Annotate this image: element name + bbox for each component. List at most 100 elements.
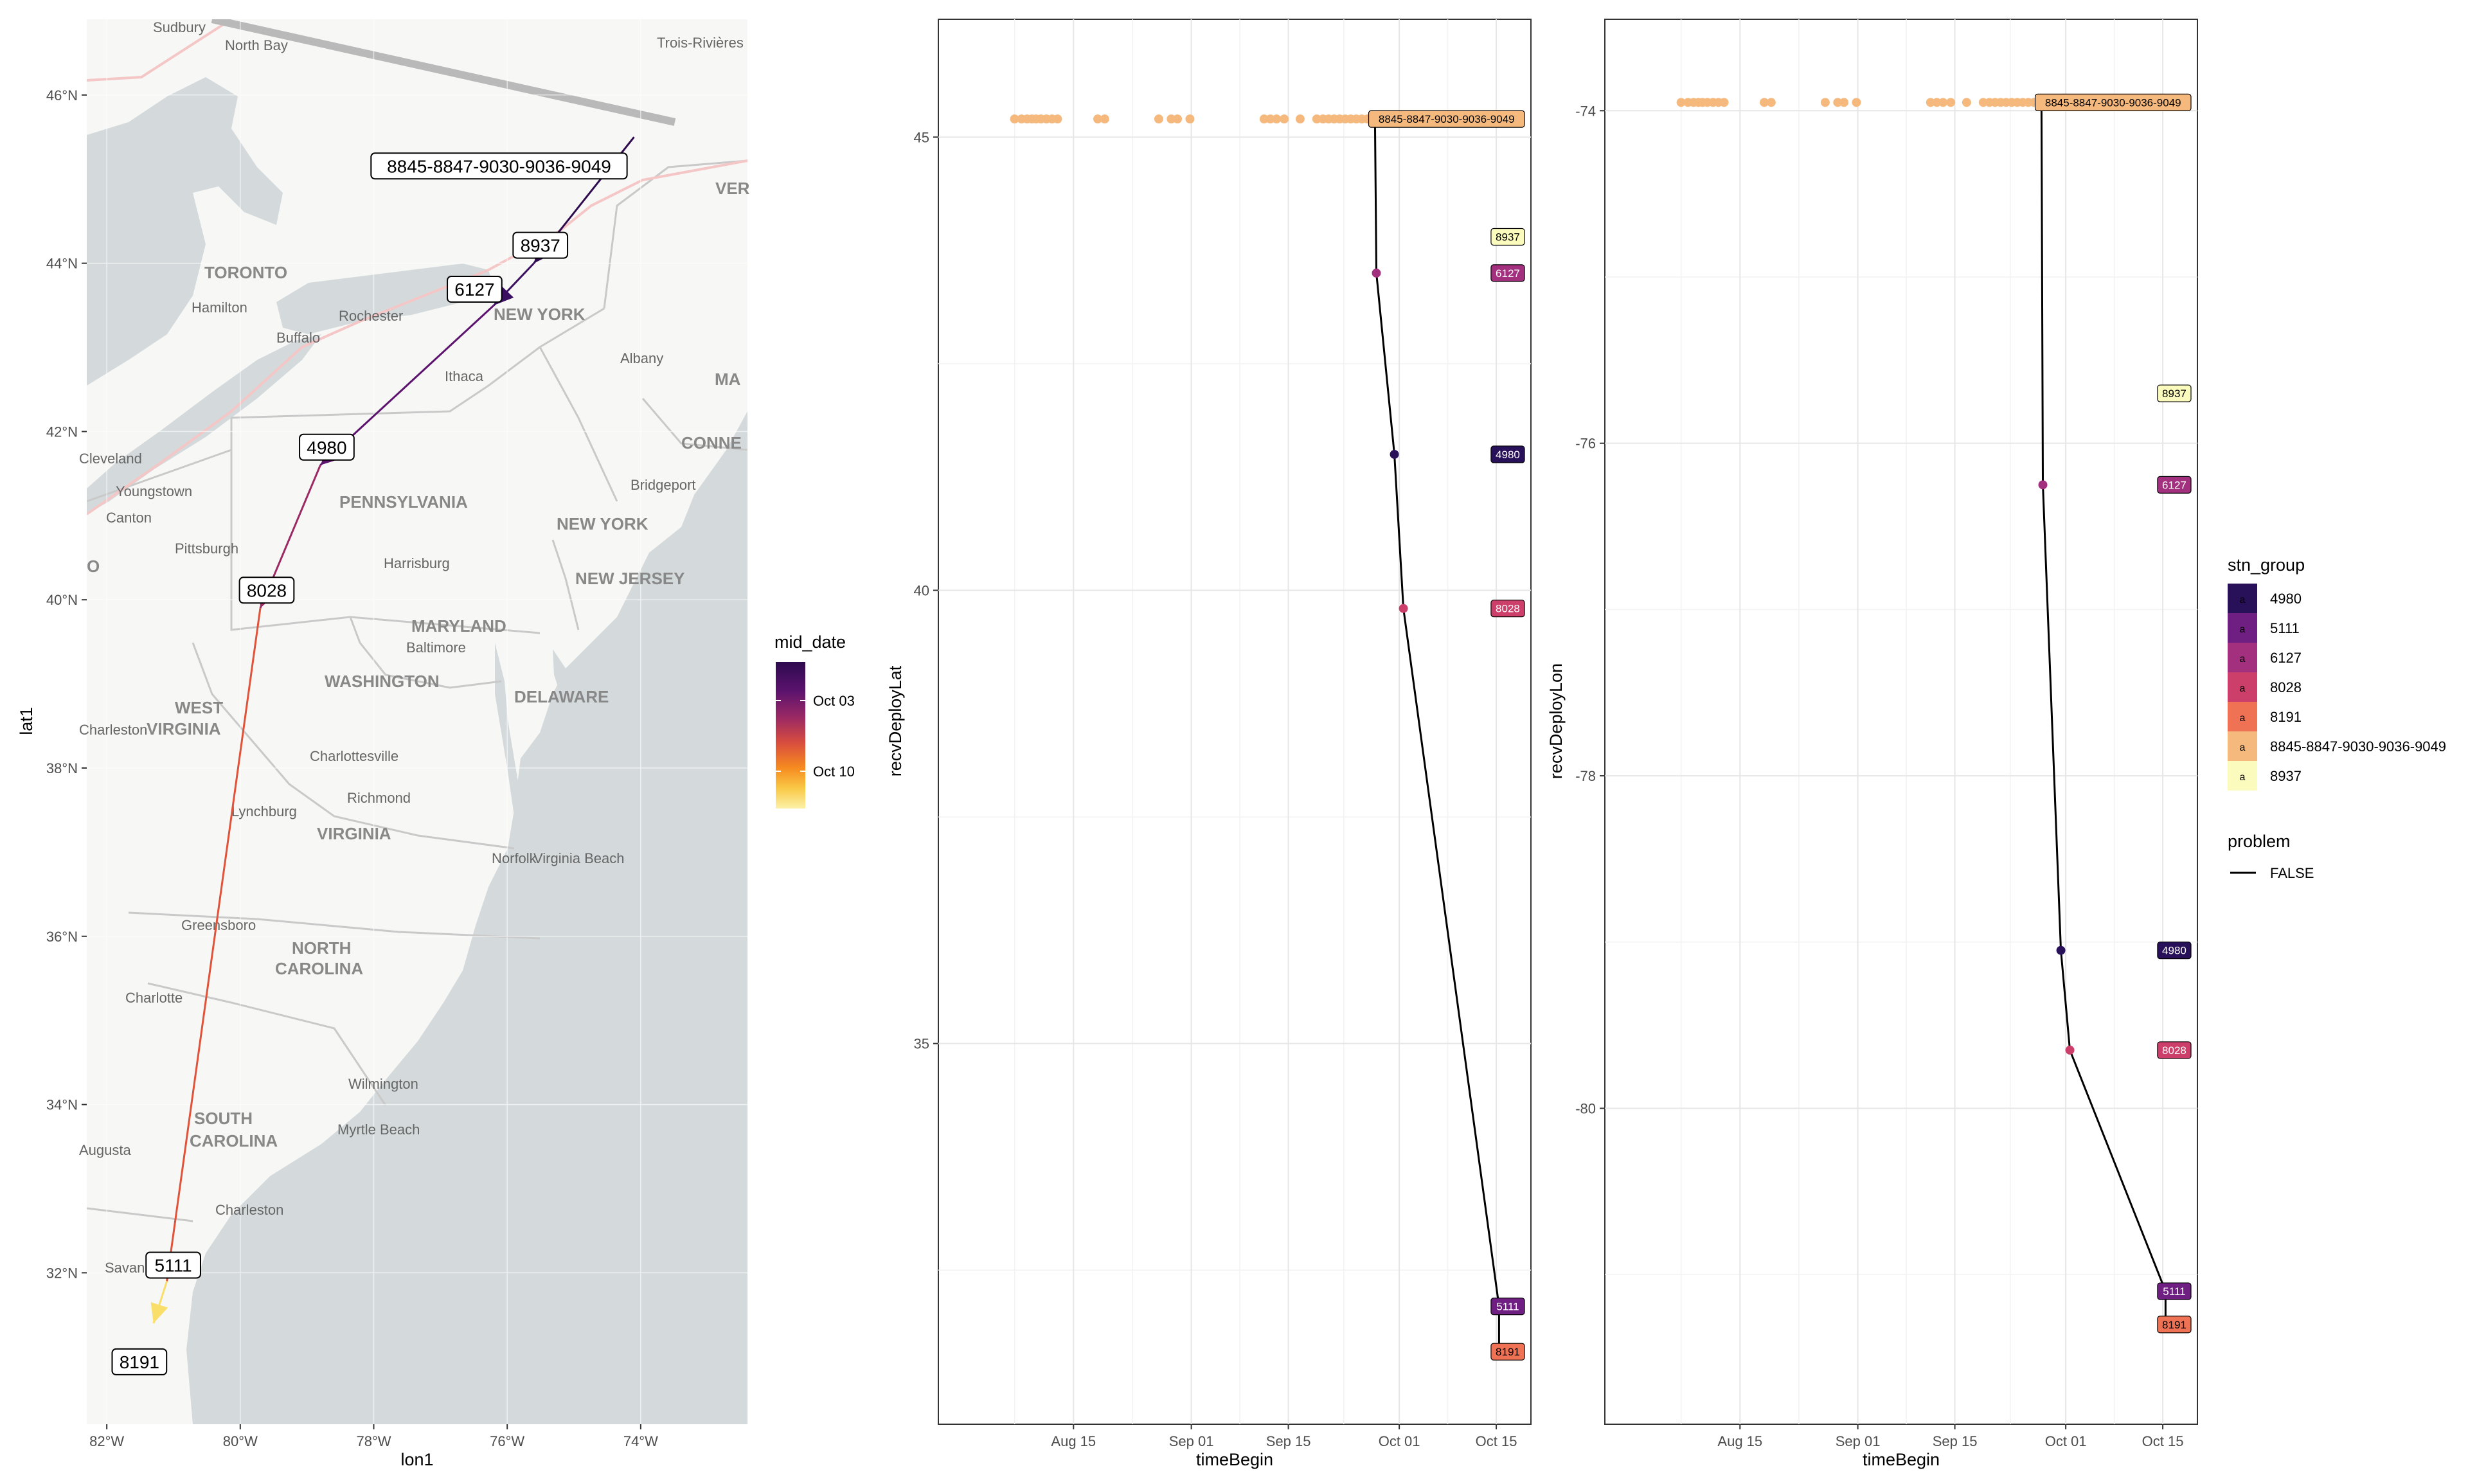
lat-series-label: 8937 xyxy=(1496,231,1520,243)
mid-date-label-oct10: Oct 10 xyxy=(813,764,855,780)
place-label: NEW YORK xyxy=(557,514,648,533)
stn-legend-key-glyph: a xyxy=(2240,594,2246,605)
map-x-tick-label: 76°W xyxy=(490,1433,524,1449)
lon-bg-point xyxy=(1676,98,1686,107)
lon-x-title: timeBegin xyxy=(1863,1450,1940,1469)
lon-path-point xyxy=(2056,945,2066,955)
stn-legend-key xyxy=(2228,702,2257,731)
route-segment xyxy=(166,608,262,1282)
lat-y-tick-label: 35 xyxy=(914,1036,929,1052)
map-x-title: lon1 xyxy=(400,1450,433,1469)
place-label: Virginia Beach xyxy=(533,850,624,866)
lon-y-tick-label: -78 xyxy=(1575,768,1596,784)
lon-series-label-box xyxy=(2157,942,2192,960)
lat-x-title: timeBegin xyxy=(1196,1450,1273,1469)
chesapeake-bay xyxy=(495,643,533,855)
lat-series-label-box xyxy=(1490,1343,1525,1361)
place-label: Albany xyxy=(620,350,663,366)
lon-series-label: 6127 xyxy=(2162,479,2186,491)
lat-bg-point xyxy=(1265,114,1275,124)
lon-path-point xyxy=(2038,480,2048,490)
lat-bg-point xyxy=(1010,114,1019,124)
lat-series-label-box xyxy=(1490,600,1525,618)
intl-border xyxy=(87,159,747,515)
lon-y-axis: -74 -76 -78 -80 xyxy=(1575,103,1605,1116)
lat-bg-point xyxy=(1093,114,1103,124)
place-label: Bridgeport xyxy=(630,477,696,493)
lon-series-label: 5111 xyxy=(2163,1285,2185,1298)
place-label: Richmond xyxy=(347,790,411,806)
lat-series-label-box xyxy=(1490,264,1525,282)
lon-y-tick-label: -76 xyxy=(1575,436,1596,452)
lat-y-tick-label: 40 xyxy=(914,583,929,599)
lon-series-label: 8937 xyxy=(2162,388,2186,400)
stn-legend-key xyxy=(2228,584,2257,613)
map-point-label-box xyxy=(111,1348,168,1375)
lat-path-point xyxy=(1399,603,1408,613)
lon-series-label-box xyxy=(2157,476,2192,494)
place-label: Pittsburgh xyxy=(175,541,238,557)
stn-legend-key xyxy=(2228,761,2257,791)
lon-bg-point xyxy=(1978,98,1988,107)
mid-date-legend-title: mid_date xyxy=(774,632,846,652)
place-label: Buffalo xyxy=(276,330,320,346)
lon-bg-point xyxy=(1719,98,1729,107)
lon-series-label-box xyxy=(2157,384,2192,402)
map-point-labels: 8845-8847-9030-9036-9049 8937 6127 4980 8028… xyxy=(111,152,628,1375)
place-label: Baltimore xyxy=(406,639,466,656)
place-label: Greensboro xyxy=(181,917,256,933)
place-label: Rochester xyxy=(339,308,403,324)
map-y-tick-label: 32°N xyxy=(46,1265,78,1281)
lat-x-tick-label: Sep 01 xyxy=(1169,1433,1214,1449)
place-label: WASHINGTON xyxy=(325,672,440,691)
stn-legend-key-glyph: a xyxy=(2240,683,2246,694)
lat-bg-point xyxy=(1173,114,1183,124)
place-label: CAROLINA xyxy=(275,959,363,978)
stn-legend-key-glyph: a xyxy=(2240,742,2246,753)
lon-bg-point xyxy=(1932,98,1942,107)
place-label: TORONTO xyxy=(204,263,287,282)
lat-x-tick-label: Oct 15 xyxy=(1476,1433,1517,1449)
lon-bg-point xyxy=(1839,98,1849,107)
map-point-label-box xyxy=(238,577,295,604)
stn-group-legend-items: a 4980 a 5111 a 6127 a 8028 a 8191 a 8845-8847-9030… xyxy=(2228,584,2446,791)
place-label: Ithaca xyxy=(445,368,484,384)
map-point-label-box xyxy=(512,231,569,259)
stn-legend-key-glyph: a xyxy=(2240,713,2246,724)
stn-legend-key-glyph: a xyxy=(2240,772,2246,783)
lat-bg-point xyxy=(1185,114,1195,124)
stn-legend-label: 8845-8847-9030-9036-9049 xyxy=(2270,738,2446,755)
map-gridlines xyxy=(87,19,747,1424)
problem-legend: problem FALSE xyxy=(2228,832,2314,881)
lon-x-tick-label: Sep 15 xyxy=(1933,1433,1978,1449)
lat-series-label-box xyxy=(1490,228,1525,246)
place-label: O xyxy=(87,557,100,576)
lat-panel: 8845-8847-9030-9036-9049 8937 6127 4980 8028… xyxy=(886,19,1532,1469)
lake-erie xyxy=(87,334,321,514)
lat-bg-point xyxy=(1154,114,1163,124)
stn-legend-key-glyph: a xyxy=(2240,624,2246,635)
lon-bg-point xyxy=(1962,98,1971,107)
place-label: MA xyxy=(715,370,741,389)
lat-gridlines xyxy=(938,19,1531,1424)
lon-bg-point xyxy=(1766,98,1776,107)
lat-series-label: 8191 xyxy=(1496,1346,1520,1358)
place-label: CAROLINA xyxy=(190,1131,278,1150)
lat-series-label-box xyxy=(1490,1298,1525,1316)
stn-group-legend-title: stn_group xyxy=(2228,555,2305,575)
place-label: VIRGINIA xyxy=(147,719,221,738)
lat-marks: 8845-8847-9030-9036-9049 8937 6127 4980 8028… xyxy=(1010,110,1525,1361)
lon-bg-point xyxy=(1946,98,1956,107)
place-label: Myrtle Beach xyxy=(337,1122,420,1138)
river-saint-lawrence xyxy=(211,19,676,126)
map-y-tick-label: 46°N xyxy=(46,87,78,103)
place-label: Hamilton xyxy=(192,299,247,316)
place-label: WEST xyxy=(175,698,223,717)
problem-legend-title: problem xyxy=(2228,832,2291,851)
place-label: MARYLAND xyxy=(411,616,506,636)
lat-series-label: 8028 xyxy=(1496,603,1520,615)
place-label: Youngstown xyxy=(116,483,192,499)
lat-y-axis: 45 40 35 xyxy=(914,129,938,1052)
